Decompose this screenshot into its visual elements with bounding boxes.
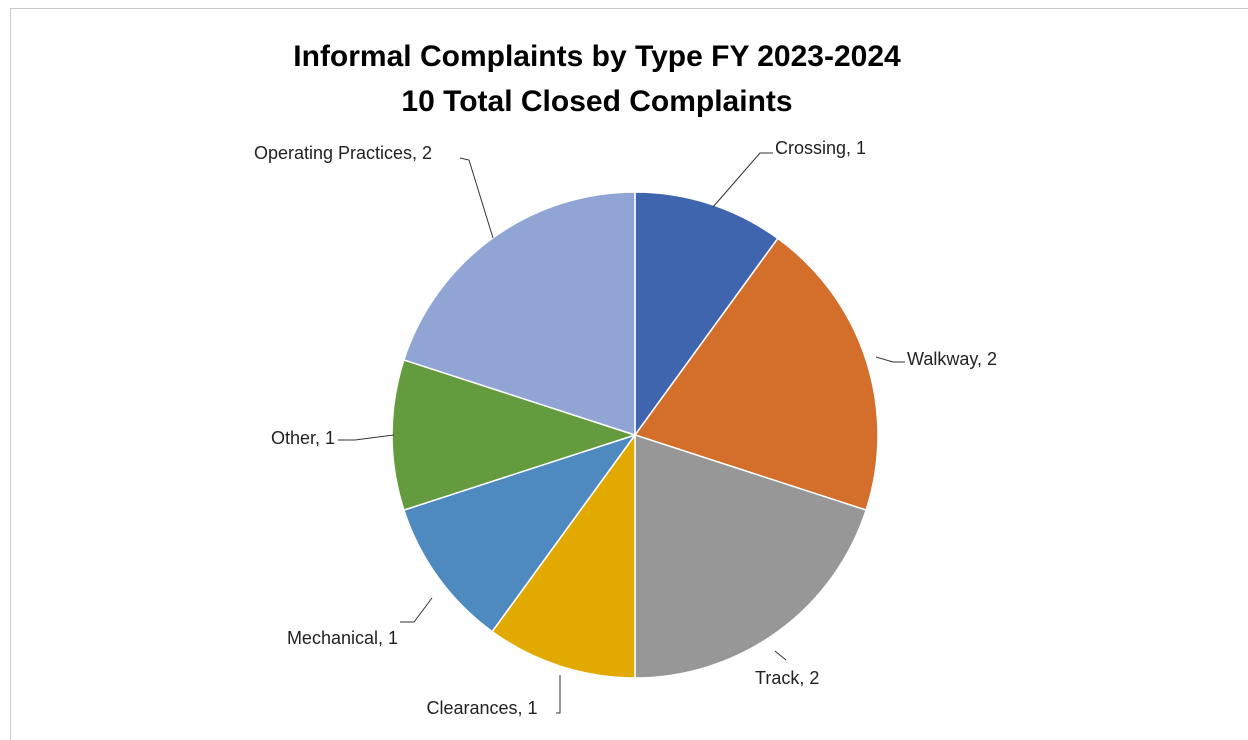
data-label: Operating Practices, 2 xyxy=(253,143,433,163)
data-label: Walkway, 2 xyxy=(907,349,998,369)
chart-subtitle: 10 Total Closed Complaints xyxy=(401,85,792,118)
pie-slice xyxy=(402,191,636,437)
data-label: Clearances, 1 xyxy=(426,698,538,718)
pie-slice xyxy=(402,433,637,633)
chart-frame xyxy=(10,8,1248,740)
leader-line xyxy=(400,597,433,623)
leader-line xyxy=(712,152,773,208)
data-label: Other, 1 xyxy=(270,428,335,448)
leader-line xyxy=(774,650,787,661)
data-label: Crossing, 1 xyxy=(775,138,867,158)
pie-slice xyxy=(634,191,779,438)
leader-line xyxy=(459,157,494,239)
leader-line xyxy=(556,675,561,714)
pie-slice xyxy=(634,433,868,679)
leader-line xyxy=(338,434,395,441)
chart-title: Informal Complaints by Type FY 2023-2024 xyxy=(293,40,901,73)
leader-line xyxy=(875,356,905,363)
pie-slice xyxy=(633,237,879,512)
pie-slice xyxy=(491,432,636,679)
data-label: Mechanical, 1 xyxy=(286,628,398,648)
data-label: Track, 2 xyxy=(755,668,820,688)
